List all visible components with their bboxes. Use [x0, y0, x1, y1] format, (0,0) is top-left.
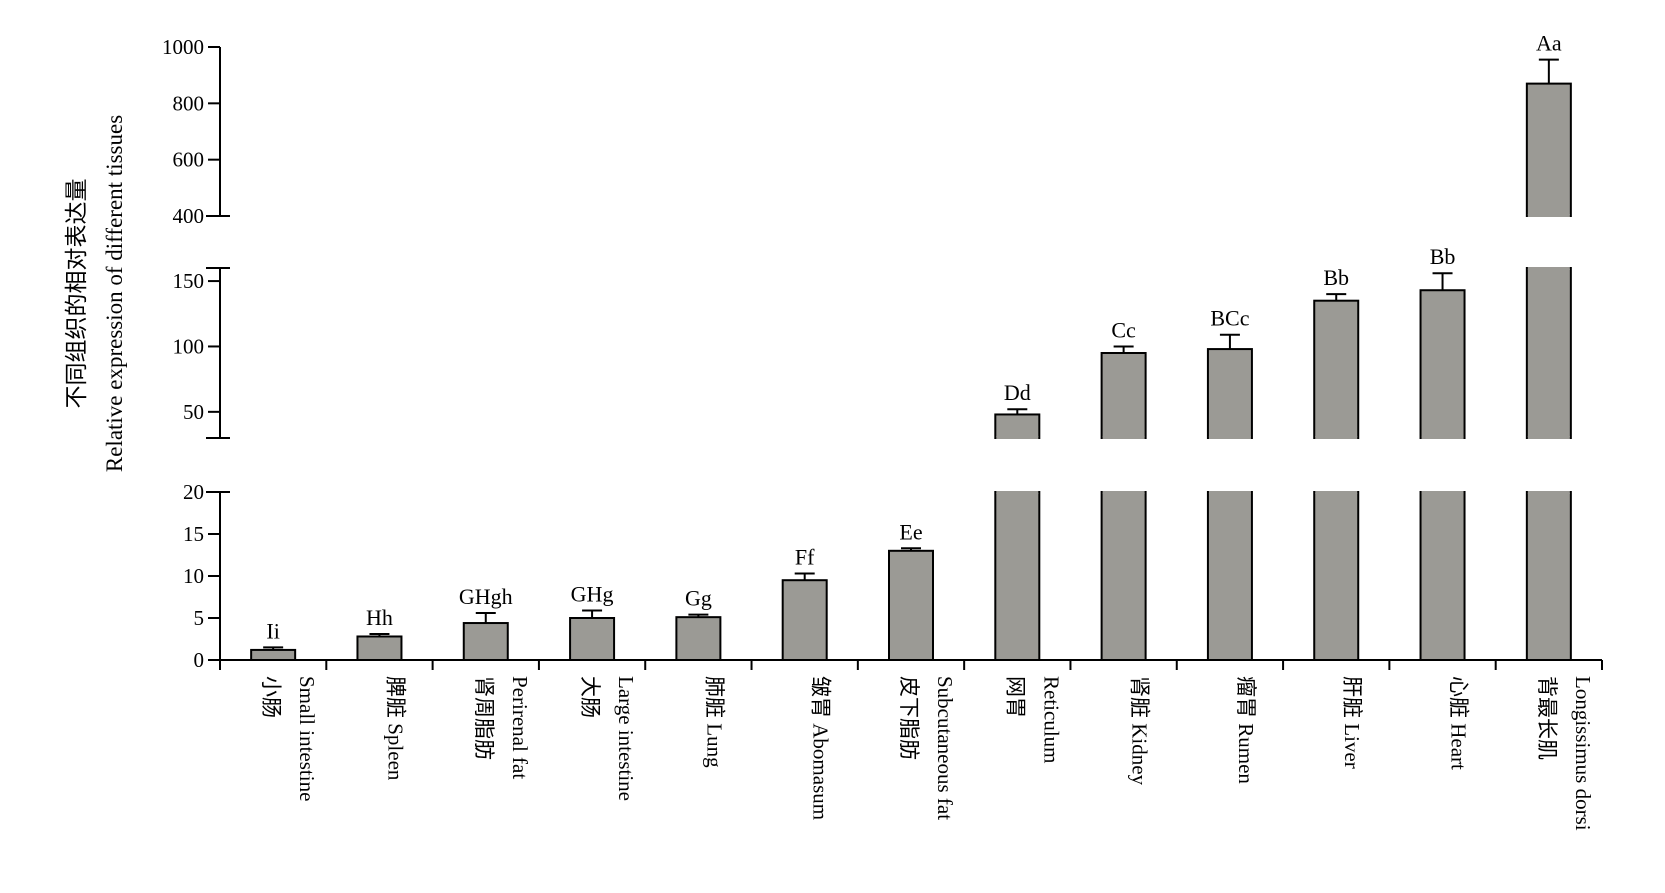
y-axis-title-cn: 不同组织的相对表达量 [64, 179, 89, 409]
category-label-cn: 皮下脂肪 [897, 676, 921, 760]
category-label: 脾脏 Spleen [383, 676, 407, 781]
bar-break-cover [1421, 436, 1464, 439]
significance-label: Cc [1111, 317, 1136, 342]
bar [1100, 352, 1147, 439]
significance-label: Bb [1323, 265, 1349, 290]
significance-label: GHg [571, 581, 614, 606]
significance-label: Ii [266, 618, 279, 643]
bar [994, 413, 1041, 440]
y-tick-label: 20 [183, 480, 204, 504]
category-label-en: Longissimus dorsi [1571, 676, 1595, 831]
category-label-cn: 小肠 [259, 676, 283, 718]
y-tick-label: 1000 [162, 35, 204, 59]
bar-break-cover [1527, 436, 1570, 439]
category-label-cn: 背最长肌 [1535, 676, 1559, 760]
bar [1313, 491, 1360, 661]
bar [1313, 299, 1360, 440]
bar [675, 616, 722, 661]
y-tick-label: 5 [194, 606, 205, 630]
bar [250, 648, 297, 661]
category-label: 心脏 Heart [1447, 676, 1471, 770]
category-label: 肾脏 Kidney [1128, 676, 1152, 786]
category-label-cn: 网胃 [1003, 676, 1027, 718]
y-tick-label: 800 [173, 91, 205, 115]
y-axis: 0 5 10 15 20 50 100 150 400 600 800 1000 [162, 35, 1603, 672]
labels-group: Ii 小肠 Small intestine Hh 脾脏 Spleen GHgh 肾周脂肪 Pe… [259, 31, 1595, 831]
significance-label: GHgh [459, 584, 513, 609]
significance-label: Ee [899, 519, 922, 544]
bar [781, 579, 828, 662]
category-label-cn: 大肠 [578, 676, 602, 718]
bar-break-cover [996, 436, 1039, 439]
bar [1206, 348, 1253, 440]
bar [569, 617, 616, 661]
bar [1419, 289, 1466, 439]
y-tick-label: 400 [173, 204, 205, 228]
y-axis-title-en: Relative expression of different tissues [102, 115, 127, 472]
significance-label: Gg [685, 586, 712, 611]
bar-break-cover [1421, 491, 1464, 494]
y-tick-label: 50 [183, 400, 204, 424]
category-label-en: Reticulum [1039, 676, 1063, 764]
bars-group [250, 58, 1572, 662]
bar [1525, 491, 1572, 661]
y-tick-label: 10 [183, 564, 204, 588]
y-tick-label: 0 [194, 648, 205, 672]
significance-label: Aa [1536, 31, 1562, 56]
category-label: 肝脏 Liver [1340, 676, 1364, 769]
bar [1525, 82, 1572, 217]
significance-label: Bb [1430, 244, 1456, 269]
significance-label: Hh [366, 605, 393, 630]
bar-break-cover [1315, 491, 1358, 494]
bar [1206, 491, 1253, 661]
bar-break-cover [1527, 214, 1570, 217]
bar [356, 635, 403, 661]
bar [994, 491, 1041, 661]
bar-break-cover [1208, 436, 1251, 439]
y-tick-label: 600 [173, 148, 205, 172]
bar-break-cover [1527, 491, 1570, 494]
bar [888, 549, 934, 661]
category-label-en: Subcutaneous fat [933, 676, 957, 820]
bar-break-cover [1102, 436, 1145, 439]
bar-break-cover [1208, 491, 1251, 494]
category-label: 肺脏 Lung [702, 676, 726, 768]
bar [1525, 267, 1572, 439]
bar-break-cover [1527, 267, 1570, 270]
bar-break-cover [1102, 491, 1145, 494]
y-tick-label: 100 [173, 334, 205, 358]
category-label: 皱胃 Abomasum [809, 676, 833, 820]
category-label-en: Small intestine [295, 676, 319, 801]
bar-break-cover [1315, 436, 1358, 439]
bar [1100, 491, 1147, 661]
bar-break-cover [996, 491, 1039, 494]
category-label-en: Large intestine [614, 676, 638, 801]
category-label: 瘤胃 Rumen [1234, 676, 1258, 784]
bar [1419, 491, 1466, 661]
category-label-cn: 肾周脂肪 [472, 676, 496, 760]
significance-label: Ff [795, 544, 815, 569]
y-tick-label: 15 [183, 522, 204, 546]
significance-label: BCc [1210, 306, 1249, 331]
significance-label: Dd [1004, 380, 1031, 405]
y-tick-label: 150 [173, 269, 205, 293]
category-label-en: Perirenal fat [508, 676, 532, 779]
bar [462, 622, 509, 661]
